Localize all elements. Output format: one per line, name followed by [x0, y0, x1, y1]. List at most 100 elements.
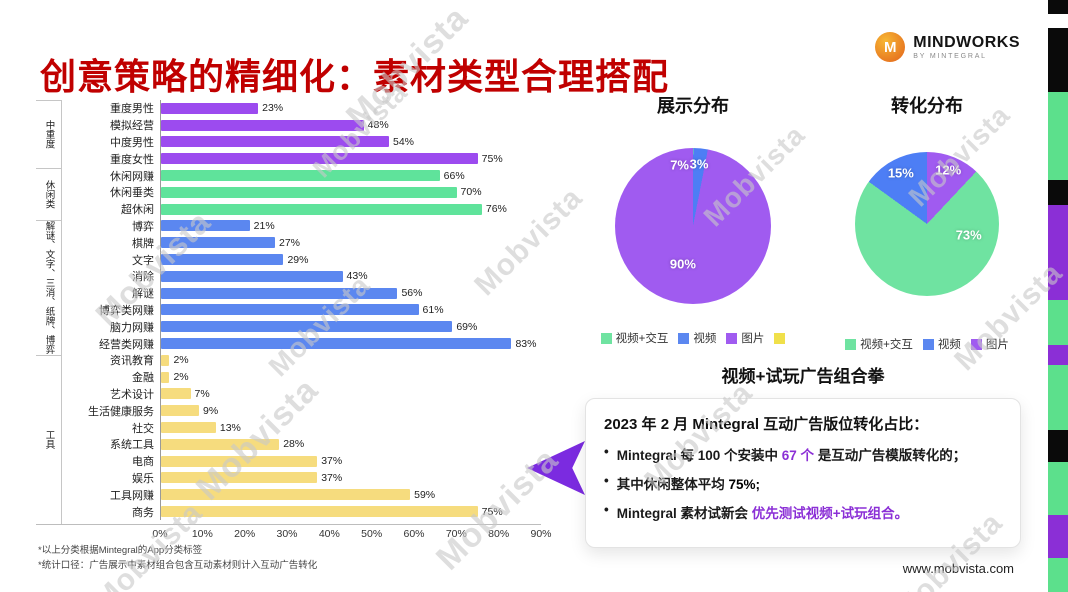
pie-conversion: 12% 73% 15%: [855, 152, 999, 296]
edge-strip-block: [1048, 300, 1068, 345]
bar-value-label: 37%: [321, 471, 343, 484]
legend-item: 图片: [970, 336, 1009, 352]
bar-track: 29%: [160, 251, 541, 268]
bullet-text: Mintegral 素材试新会 优先测试视频+试玩组合。: [616, 506, 909, 521]
bar-track: 7%: [160, 385, 541, 403]
bar-value-label: 75%: [481, 505, 503, 518]
bar-row: 系统工具 28%: [62, 435, 541, 453]
bar-track: 75%: [160, 150, 541, 168]
pie-slice-label: 90%: [669, 256, 696, 272]
bar: [161, 422, 216, 434]
legend-swatch: [726, 332, 738, 344]
bar-row: 棋牌 27%: [62, 234, 541, 252]
bar-category-label: 经营类网赚: [99, 338, 154, 351]
bar: [161, 153, 478, 165]
bar-track: 54%: [160, 133, 541, 151]
bar-track: 59%: [160, 486, 541, 504]
bar-value-label: 28%: [283, 438, 305, 451]
callout-bullets: • Mintegral 每 100 个安装中 67 个 是互动广告模版转化的； • 其…: [604, 444, 1002, 522]
legend-swatch: [600, 332, 612, 344]
bar: [161, 220, 250, 232]
edge-strip-block: [1048, 558, 1068, 592]
edge-strip-block: [1048, 28, 1068, 92]
bar-value-label: 75%: [481, 152, 503, 165]
legend-conversion: 视频+交互 视频 图片: [822, 336, 1032, 352]
bar-row: 博弈 21%: [62, 217, 541, 235]
combo-heading: 视频+试玩广告组合拳: [721, 367, 885, 386]
bar-row: 脑力网赚 69%: [62, 318, 541, 336]
bar-category-label: 博弈: [132, 220, 154, 233]
edge-strip-block: [1048, 345, 1068, 365]
bar: [161, 338, 512, 350]
footnote-2: *统计口径：广告展示中素材组合包含互动素材则计入互动广告转化: [38, 560, 318, 571]
bar-value-label: 2%: [173, 354, 189, 367]
bar-category-label: 重度男性: [110, 103, 154, 116]
bar-value-label: 43%: [346, 270, 368, 283]
bar-x-ticks: 0% 10% 20% 30% 40% 50% 60% 70% 80% 90%: [152, 527, 551, 544]
bar-value-label: 54%: [393, 135, 415, 148]
legend-display: 视频+交互 视频 图片: [588, 330, 798, 346]
pie-slice-label: 15%: [887, 165, 914, 181]
bar-category-label: 电商: [132, 456, 154, 469]
bar-group-label: 中重度: [36, 100, 62, 169]
bar: [161, 136, 389, 148]
bar-track: 43%: [160, 267, 541, 285]
bar-track: 13%: [160, 419, 541, 436]
edge-strip-block: [1048, 0, 1068, 14]
x-tick-label: 80%: [488, 527, 510, 540]
bar-category-label: 休闲网赚: [110, 170, 154, 183]
mindworks-logo-icon: M: [875, 32, 906, 62]
legend-swatch: [922, 338, 934, 350]
bar-track: 83%: [160, 335, 541, 352]
bar-value-label: 48%: [367, 119, 389, 132]
legend-item: 视频: [678, 330, 716, 346]
legend-label: 视频: [693, 333, 717, 345]
bar: [161, 489, 411, 501]
bar: [161, 102, 259, 114]
bar-value-label: 56%: [401, 287, 423, 300]
bar-value-label: 27%: [279, 236, 301, 249]
bar-rows: 重度男性 23% 模拟经营 48% 中度男性 54% 重度女性 75% 休闲网赚 66% 休闲垂类 7…: [62, 100, 541, 524]
bar-row: 资讯教育 2%: [62, 351, 541, 369]
bar: [161, 472, 318, 484]
bar-row: 中度男性 54%: [62, 133, 541, 151]
bar-category-label: 工具网赚: [110, 489, 154, 502]
bar-category-label: 娱乐: [132, 472, 154, 485]
bar-category-label: 重度女性: [110, 153, 154, 166]
bar-category-label: 模拟经营: [110, 120, 154, 133]
bar-category-label: 消除: [132, 271, 154, 284]
bar-value-label: 7%: [194, 387, 210, 400]
x-tick-label: 90%: [530, 527, 552, 540]
x-tick-label: 50%: [361, 527, 383, 540]
bar-value-label: 23%: [262, 102, 284, 115]
legend-label: 视频: [937, 339, 961, 351]
x-tick-label: 20%: [234, 527, 256, 540]
bar: [161, 388, 191, 400]
bar-row: 金融 2%: [62, 368, 541, 386]
bar-category-label: 艺术设计: [110, 388, 154, 401]
bar-category-label: 棋牌: [132, 237, 154, 250]
bar-track: 27%: [160, 234, 541, 252]
bar-row: 商务 75%: [62, 503, 541, 520]
bar-value-label: 61%: [422, 303, 444, 316]
bar-row: 电商 37%: [62, 452, 541, 470]
bar-track: 37%: [160, 469, 541, 487]
x-tick-label: 70%: [445, 527, 467, 540]
bar-row: 工具网赚 59%: [62, 486, 541, 504]
bar-category-label: 商务: [132, 506, 154, 519]
bar-groups: 中重度 休闲类 解谜、文字、三消、纸牌、博弈 工具: [36, 100, 62, 524]
bar: [161, 287, 398, 299]
legend-swatch: [678, 332, 690, 344]
legend-label: 视频+交互: [860, 339, 913, 351]
bar-track: 70%: [160, 183, 541, 201]
bar: [161, 405, 199, 417]
bullet-text: Mintegral 每 100 个安装中 67 个 是互动广告模版转化的；: [616, 448, 967, 463]
legend-label: 图片: [985, 339, 1009, 351]
logo-subtitle: BY MINTEGRAL: [913, 52, 987, 60]
callout-card: 2023 年 2 月 Mintegral 互动广告版位转化占比： • Minteg…: [585, 398, 1021, 548]
edge-strip-block: [1048, 515, 1068, 558]
bar-category-label: 解谜: [132, 288, 154, 301]
bar-category-label: 文字: [132, 254, 154, 267]
bar-track: 2%: [160, 351, 541, 369]
bar-track: 9%: [160, 402, 541, 420]
